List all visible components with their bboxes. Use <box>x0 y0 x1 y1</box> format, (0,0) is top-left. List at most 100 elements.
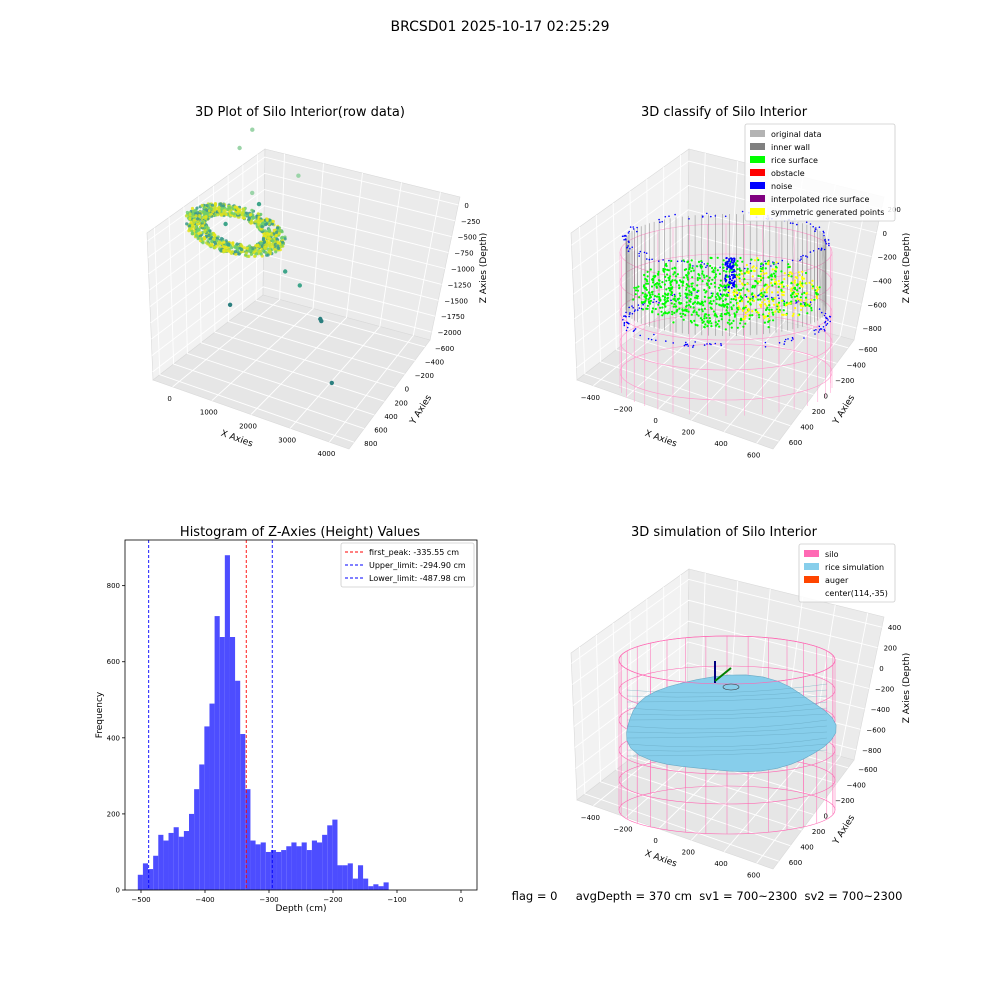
y-tick-label: 600 <box>789 439 802 447</box>
noise-spike-point <box>726 262 729 265</box>
noise-point <box>827 319 829 321</box>
rice-surface-point <box>697 273 700 276</box>
rice-surface-point <box>679 312 682 315</box>
y-tick-label: 0 <box>824 813 828 821</box>
x-tick-label: 2000 <box>239 423 257 431</box>
noise-spike-point <box>725 257 728 259</box>
rice-surface-point <box>641 301 644 304</box>
rice-surface-point <box>759 279 763 282</box>
rice-surface-point <box>802 277 806 280</box>
noise-point <box>706 264 708 267</box>
noise-point <box>658 218 660 221</box>
rice-surface-point <box>790 287 793 290</box>
rice-surface-point <box>710 282 713 285</box>
noise-point <box>770 265 772 267</box>
noise-point <box>815 329 817 331</box>
y-tick-label: 0 <box>405 386 409 394</box>
rice-surface-point <box>764 262 768 265</box>
rice-surface-point <box>773 303 776 306</box>
rice-surface-point <box>767 285 770 288</box>
rice-surface-point <box>777 307 780 310</box>
noise-point <box>825 242 827 245</box>
rice-surface-point <box>659 299 662 302</box>
rice-surface-point <box>777 301 781 304</box>
rice-surface-point <box>701 301 704 304</box>
rice-surface-point <box>708 279 711 282</box>
rice-surface-point <box>740 288 743 292</box>
histogram-bar <box>270 850 277 890</box>
rice-surface-point <box>709 296 712 299</box>
x-tick-label: −400 <box>581 814 600 822</box>
rice-surface-point <box>742 287 745 290</box>
rice-surface-point <box>676 273 680 276</box>
raw-plot-points <box>184 127 334 386</box>
rice-surface-point <box>716 269 719 272</box>
rice-surface-point <box>657 313 660 316</box>
rice-surface-point <box>699 303 703 306</box>
histogram-bar <box>347 863 353 890</box>
raw-point <box>219 202 223 206</box>
noise-point <box>668 259 670 262</box>
rice-surface-point <box>780 299 784 302</box>
legend-label: obstacle <box>771 169 805 178</box>
rice-surface-point <box>781 313 784 316</box>
noise-point <box>812 225 814 228</box>
rice-surface-point <box>673 295 677 298</box>
rice-surface-point <box>666 273 669 276</box>
raw-point <box>240 213 244 217</box>
rice-surface-point <box>801 305 805 308</box>
noise-point <box>639 250 642 253</box>
rice-surface-point <box>709 256 712 259</box>
legend-swatch <box>804 563 819 570</box>
raw-point <box>261 236 266 241</box>
rice-surface-point <box>711 292 714 295</box>
rice-surface-point <box>760 276 763 279</box>
noise-point <box>764 260 766 263</box>
legend-label: first_peak: -335.55 cm <box>369 548 459 557</box>
z-tick-label: −2000 <box>438 329 462 337</box>
noise-point <box>826 317 828 320</box>
rice-surface-point <box>764 283 767 286</box>
rice-surface-point <box>780 270 783 273</box>
legend-swatch <box>804 576 819 583</box>
rice-surface-point <box>794 276 797 279</box>
rice-surface-point <box>685 274 688 277</box>
raw-point <box>204 215 208 219</box>
rice-surface-point <box>704 313 707 316</box>
noise-point <box>777 262 779 265</box>
surface-mesh-line <box>626 725 828 734</box>
y-tick-label: 400 <box>800 844 813 852</box>
rice-surface-point <box>782 309 785 312</box>
raw-point <box>270 233 274 237</box>
rice-surface-point <box>772 313 775 316</box>
rice-surface-point <box>745 263 748 267</box>
rice-surface-point <box>667 292 670 295</box>
rice-surface-point <box>685 283 688 286</box>
rice-surface-point <box>744 293 747 297</box>
raw-point <box>244 251 248 255</box>
rice-surface-point <box>750 269 753 272</box>
histogram-bar <box>137 874 143 890</box>
rice-surface-point <box>645 288 648 291</box>
rice-surface-point <box>765 288 768 292</box>
rice-surface-point <box>670 291 674 294</box>
rice-surface-point <box>729 301 732 304</box>
raw-plot-z-label: Z Axies (Depth) <box>479 233 489 304</box>
noise-point <box>792 222 794 225</box>
rice-surface-point <box>732 304 735 307</box>
noise-spike-point <box>724 277 727 280</box>
noise-point <box>673 293 676 296</box>
raw-point <box>242 216 246 220</box>
noise-point <box>824 239 826 241</box>
z-tick-label: −750 <box>454 250 473 258</box>
rice-surface-point <box>734 298 738 301</box>
rice-surface-point <box>757 311 760 314</box>
rice-surface-point <box>751 314 754 317</box>
noise-point <box>784 340 786 343</box>
rice-surface-point <box>708 276 711 279</box>
auger-base <box>722 683 740 691</box>
raw-point <box>208 213 212 217</box>
noise-spike-point <box>724 274 727 277</box>
raw-point <box>220 236 224 241</box>
rice-surface-point <box>647 298 650 301</box>
